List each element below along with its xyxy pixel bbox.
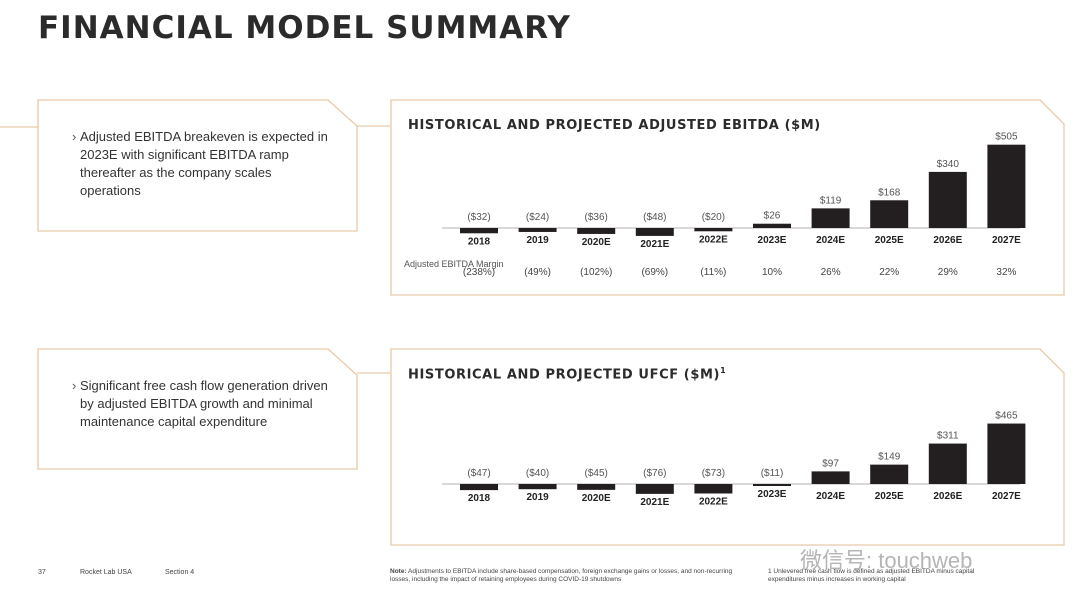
data-label: ($48) [643, 212, 666, 223]
bar [753, 484, 791, 486]
category-label: 2026E [933, 235, 962, 246]
data-label: $340 [937, 159, 960, 170]
data-label: $26 [764, 211, 781, 222]
bar [753, 223, 791, 228]
callout-ebitda: › Adjusted EBITDA breakeven is expected … [72, 128, 335, 200]
chart-title-ufcf: HISTORICAL AND PROJECTED UFCF ($M)1 [408, 366, 726, 382]
bullet-chevron-icon: › [72, 129, 77, 144]
bar [987, 423, 1026, 484]
note-label: Note: [390, 568, 407, 575]
data-label: ($76) [643, 468, 666, 479]
bar [518, 484, 557, 490]
category-label: 2025E [875, 491, 904, 502]
data-label: $97 [822, 458, 839, 469]
category-label: 2027E [992, 235, 1021, 246]
category-label: 2021E [640, 239, 669, 250]
data-label: $505 [995, 132, 1018, 143]
data-label: ($73) [702, 468, 725, 479]
margin-label: 26% [821, 267, 841, 278]
category-label: 2022E [699, 234, 728, 245]
category-label: 2026E [933, 491, 962, 502]
margin-label: (49%) [524, 267, 551, 278]
margin-row-label: Adjusted EBITDA Margin [404, 259, 504, 269]
data-label: ($47) [467, 468, 490, 479]
margin-label: 29% [938, 267, 958, 278]
category-label: 2018 [468, 236, 491, 247]
page-title: FINANCIAL MODEL SUMMARY [38, 10, 571, 46]
footnote-text: 1 Unlevered free cash flow is defined as… [768, 568, 975, 583]
bar [460, 484, 498, 491]
bar [694, 228, 733, 232]
bar [928, 171, 967, 228]
bar [635, 228, 674, 236]
data-label: $149 [878, 452, 901, 463]
category-label: 2023E [758, 489, 787, 500]
data-label: $465 [995, 411, 1018, 422]
category-label: 2019 [526, 235, 549, 246]
category-label: 2018 [468, 493, 491, 504]
bar [635, 484, 674, 494]
callout-ufcf-text: Significant free cash flow generation dr… [80, 378, 328, 429]
data-label: $168 [878, 187, 901, 198]
margin-label: (102%) [580, 267, 612, 278]
bar [870, 200, 909, 228]
data-label: ($32) [467, 212, 490, 223]
data-label: ($36) [585, 212, 608, 223]
category-label: 2024E [816, 491, 845, 502]
data-label: ($11) [761, 468, 784, 479]
data-label: ($20) [702, 212, 725, 223]
bar [811, 471, 850, 484]
section-label: Section 4 [165, 569, 195, 576]
category-label: 2020E [582, 493, 611, 504]
bar [460, 228, 498, 234]
watermark: 微信号: touchweb [800, 548, 973, 573]
callout-ufcf: › Significant free cash flow generation … [72, 377, 335, 431]
category-label: 2025E [875, 235, 904, 246]
margin-label: (11%) [700, 267, 726, 278]
margin-label: (238%) [463, 267, 495, 278]
company-name: Rocket Lab USA [80, 569, 132, 576]
bar [870, 464, 909, 484]
footnote-marker: 1 [720, 366, 727, 375]
bar [987, 144, 1026, 228]
bullet-chevron-icon: › [72, 378, 77, 393]
category-label: 2021E [640, 497, 669, 508]
bar [518, 228, 557, 232]
data-label: ($45) [585, 468, 608, 479]
margin-label: 10% [762, 267, 782, 278]
data-label: ($40) [526, 468, 549, 479]
page-number: 37 [38, 569, 46, 576]
bar [694, 484, 733, 494]
bar [577, 484, 616, 490]
callout-ebitda-text: Adjusted EBITDA breakeven is expected in… [80, 129, 328, 198]
note-text: Note: Adjustments to EBITDA include shar… [390, 568, 740, 584]
bar [811, 208, 850, 228]
category-label: 2024E [816, 235, 845, 246]
bar [577, 228, 616, 234]
data-label: $119 [820, 195, 842, 206]
margin-label: 22% [879, 267, 899, 278]
category-label: 2022E [699, 496, 728, 507]
data-label: $311 [937, 431, 959, 442]
bar [928, 443, 967, 484]
margin-label: 32% [996, 267, 1016, 278]
margin-label: (69%) [641, 267, 668, 278]
chart-title-ufcf-text: HISTORICAL AND PROJECTED UFCF ($M) [408, 367, 721, 383]
category-label: 2023E [758, 235, 787, 246]
note-body: Adjustments to EBITDA include share-base… [390, 568, 733, 583]
category-label: 2019 [526, 492, 549, 503]
chart-title-ebitda: HISTORICAL AND PROJECTED ADJUSTED EBITDA… [408, 118, 821, 133]
category-label: 2020E [582, 237, 611, 248]
category-label: 2027E [992, 491, 1021, 502]
data-label: ($24) [526, 212, 549, 223]
